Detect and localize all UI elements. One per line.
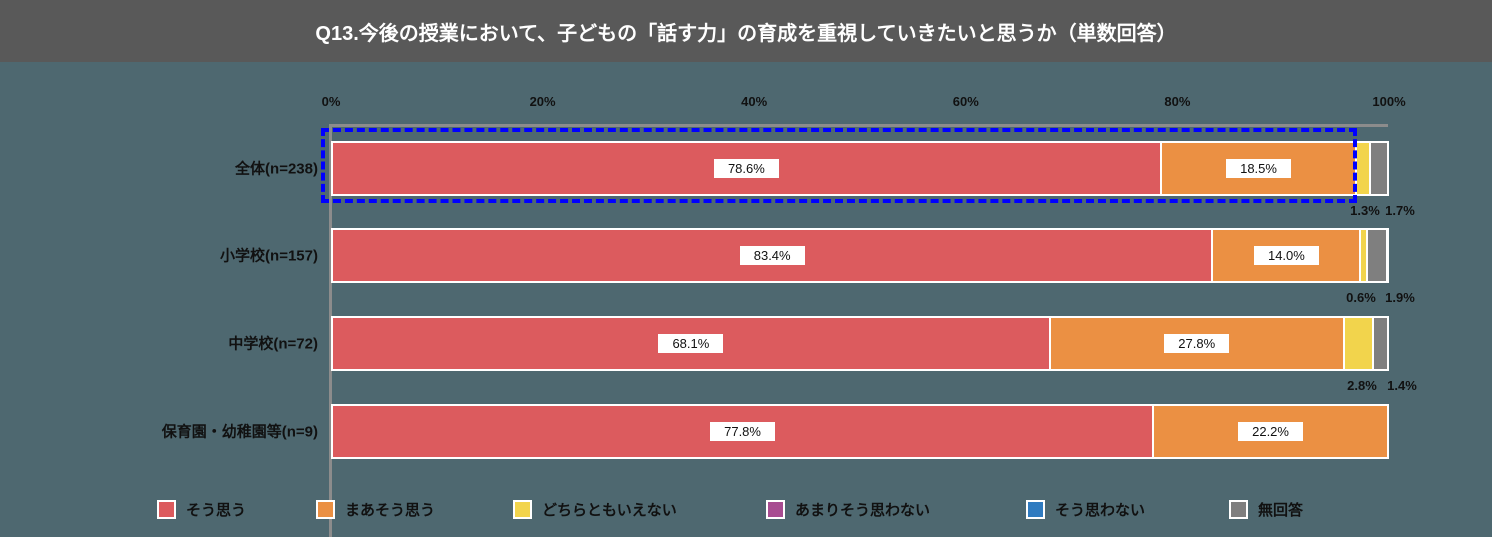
legend-swatch-icon xyxy=(766,500,785,519)
bar-segment xyxy=(1367,230,1388,281)
segment-value-label: 18.5% xyxy=(1226,159,1291,178)
legend-item: そう思わない xyxy=(1026,499,1145,520)
x-axis-tick: 0% xyxy=(321,94,341,109)
legend-label: そう思う xyxy=(186,502,247,519)
stacked-bar: 83.4% 14.0% xyxy=(331,228,1389,283)
small-value-label: 1.9% xyxy=(1385,290,1415,305)
bar-segment xyxy=(1374,318,1389,369)
bar-segment xyxy=(1344,318,1375,369)
stacked-bar: 78.6% 18.5% xyxy=(331,141,1389,196)
legend-swatch-icon xyxy=(316,500,335,519)
legend-label: まあそう思う xyxy=(345,502,436,519)
x-axis-tick: 80% xyxy=(1164,94,1191,109)
row-label: 小学校(n=157) xyxy=(220,247,318,265)
segment-value-label: 83.4% xyxy=(739,246,805,265)
legend-item: どちらともいえない xyxy=(513,499,677,520)
bar-segment: 22.2% xyxy=(1154,406,1389,457)
legend-label: 無回答 xyxy=(1258,502,1304,519)
segment-value-label: 27.8% xyxy=(1164,334,1230,353)
legend-swatch-icon xyxy=(513,500,532,519)
segment-value-label: 68.1% xyxy=(658,334,724,353)
legend-swatch-icon xyxy=(1026,500,1045,519)
bar-segment: 14.0% xyxy=(1213,230,1362,281)
x-axis-line xyxy=(330,124,1388,127)
legend-label: そう思わない xyxy=(1055,502,1146,519)
legend-label: あまりそう思わない xyxy=(795,502,931,519)
chart-plot-area: 0% 20% 40% 60% 80% 100% 全体(n=238) 78.6% 18.5% 1.… xyxy=(0,62,1492,537)
segment-value-label: 77.8% xyxy=(710,422,775,441)
bar-segment: 18.5% xyxy=(1161,143,1358,194)
legend-swatch-icon xyxy=(1229,500,1248,519)
row-label: 中学校(n=72) xyxy=(228,335,318,353)
legend-item: 無回答 xyxy=(1229,499,1303,520)
chart-title: Q13.今後の授業において、子どもの「話す力」の育成を重視していきたいと思うか（… xyxy=(0,0,1492,62)
y-axis-line xyxy=(329,124,332,537)
bar-segment xyxy=(1361,230,1368,281)
bar-segment: 83.4% xyxy=(331,230,1214,281)
segment-value-label: 78.6% xyxy=(713,159,779,178)
legend-item: そう思う xyxy=(157,499,246,520)
highlight-box xyxy=(321,128,1357,203)
small-value-label: 2.8% xyxy=(1347,378,1377,393)
x-axis-tick: 20% xyxy=(529,94,556,109)
row-label: 保育園・幼稚園等(n=9) xyxy=(161,423,318,441)
bar-segment: 77.8% xyxy=(331,406,1155,457)
bar-segment xyxy=(1357,143,1372,194)
stacked-bar: 68.1% 27.8% xyxy=(331,316,1389,371)
row-label: 全体(n=238) xyxy=(235,160,318,178)
segment-value-label: 14.0% xyxy=(1253,246,1319,265)
small-value-label: 0.6% xyxy=(1346,290,1376,305)
bar-segment: 78.6% xyxy=(331,143,1162,194)
legend-item: あまりそう思わない xyxy=(766,499,930,520)
bar-segment: 27.8% xyxy=(1050,318,1345,369)
legend-item: まあそう思う xyxy=(316,499,435,520)
x-axis-tick: 100% xyxy=(1372,94,1406,109)
segment-value-label: 22.2% xyxy=(1238,422,1303,441)
small-value-label: 1.7% xyxy=(1385,203,1415,218)
small-value-label: 1.3% xyxy=(1350,203,1380,218)
x-axis-tick: 40% xyxy=(741,94,768,109)
legend-swatch-icon xyxy=(157,500,176,519)
small-value-label: 1.4% xyxy=(1387,378,1417,393)
x-axis-tick: 60% xyxy=(952,94,979,109)
legend-label: どちらともいえない xyxy=(542,502,677,519)
legend: そう思う まあそう思う どちらともいえない あまりそう思わない そう思わない 無回答 xyxy=(0,499,1492,529)
stacked-bar: 77.8% 22.2% xyxy=(331,404,1389,459)
bar-segment: 68.1% xyxy=(331,318,1051,369)
bar-segment xyxy=(1371,143,1389,194)
